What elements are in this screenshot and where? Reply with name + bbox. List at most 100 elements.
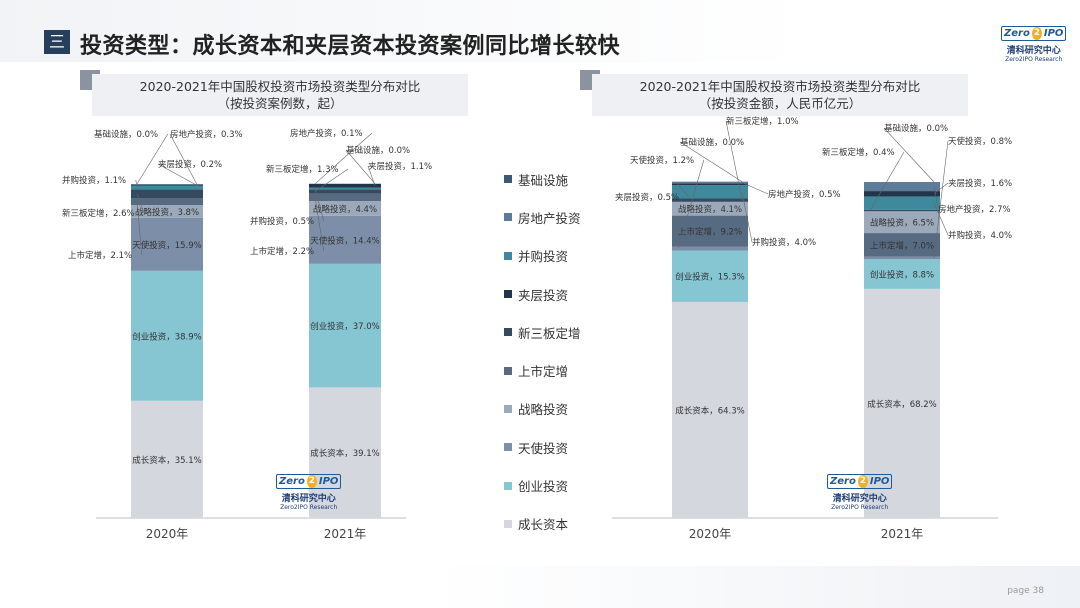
leader-line bbox=[136, 133, 169, 185]
data-label: 并购投资，4.0% bbox=[752, 237, 816, 248]
leader-line bbox=[933, 140, 949, 258]
bar-segment bbox=[672, 215, 748, 247]
legend-swatch bbox=[504, 290, 512, 299]
footer-band bbox=[0, 566, 1080, 608]
data-label: 房地产投资，0.1% bbox=[290, 128, 363, 139]
leader-line bbox=[741, 191, 753, 243]
leader-line bbox=[345, 149, 376, 184]
bar-segment bbox=[672, 250, 748, 302]
legend-label: 天使投资 bbox=[518, 440, 569, 456]
data-label: 上市定增，2.1% bbox=[68, 250, 132, 261]
chart1-title: 2020-2021年中国股权投资市场投资类型分布对比 （按投资案例数，起） bbox=[139, 79, 421, 111]
legend-swatch bbox=[504, 366, 512, 375]
bar-segment bbox=[864, 259, 940, 289]
leader-line bbox=[741, 182, 769, 195]
leader-line bbox=[933, 203, 949, 236]
data-label: 创业投资，37.0% bbox=[310, 321, 380, 332]
legend-item: 创业投资 bbox=[504, 466, 581, 504]
data-label: 创业投资，15.3% bbox=[675, 272, 745, 283]
legend-label: 战略投资 bbox=[518, 402, 569, 418]
legend-swatch bbox=[504, 175, 512, 184]
legend-label: 房地产投资 bbox=[518, 210, 581, 226]
legend-swatch bbox=[504, 213, 512, 222]
legend-label: 创业投资 bbox=[518, 479, 569, 495]
legend-label: 并购投资 bbox=[518, 249, 569, 265]
bar-segment bbox=[131, 185, 203, 186]
data-label: 新三板定增，0.4% bbox=[822, 147, 895, 158]
leader-line bbox=[869, 151, 905, 211]
leader-line bbox=[883, 127, 935, 183]
legend-item: 战略投资 bbox=[504, 390, 581, 428]
leader-line bbox=[367, 165, 376, 186]
chart-legend: 基础设施房地产投资并购投资夹层投资新三板定增 上市定增战略投资天使投资创业投资成长… bbox=[504, 160, 581, 543]
bar-segment bbox=[309, 201, 381, 216]
data-label: 夹层投资，0.2% bbox=[158, 159, 222, 170]
data-label: 并购投资，4.0% bbox=[948, 230, 1012, 241]
bar-segment bbox=[131, 184, 203, 186]
data-label: 房地产投资，2.7% bbox=[938, 204, 1011, 215]
page-number: page 38 bbox=[1007, 586, 1044, 596]
leader-line bbox=[933, 182, 949, 194]
leader-line bbox=[157, 163, 198, 186]
bar-segment bbox=[672, 185, 748, 199]
legend-item: 上市定增 bbox=[504, 351, 581, 389]
chart-2: 成长资本，64.3% 创业投资，15.3% 上市定增，9.2% 战略投资，4.1% 20… bbox=[612, 116, 1012, 541]
legend-swatch bbox=[504, 328, 512, 337]
menu-icon[interactable]: 三 bbox=[44, 30, 70, 54]
data-label: 并购投资，1.1% bbox=[62, 175, 126, 186]
bar-segment bbox=[864, 191, 940, 197]
bar-segment bbox=[864, 256, 940, 260]
data-label: 战略投资，6.5% bbox=[870, 218, 934, 229]
legend-label: 基础设施 bbox=[518, 172, 569, 188]
data-label: 天使投资，15.9% bbox=[132, 240, 202, 251]
data-label: 创业投资，38.9% bbox=[132, 331, 202, 342]
leader-line bbox=[314, 197, 325, 252]
chart-1: 成长资本，35.1% 创业投资，38.9% 天使投资，15.9% 战略投资，3.8% 2… bbox=[62, 128, 432, 541]
data-label: 成长资本，35.1% bbox=[132, 455, 202, 466]
data-label: 新三板定增，1.0% bbox=[726, 116, 799, 127]
data-label: 房地产投资，0.3% bbox=[170, 129, 243, 140]
zero2ipo-logo: Zero 2 IPO 清科研究中心 Zero2IPO Research bbox=[1001, 26, 1067, 63]
bar-segment bbox=[672, 183, 748, 186]
data-label: 新三板定增，1.3% bbox=[266, 164, 339, 175]
bar-segment bbox=[309, 187, 381, 190]
data-label: 天使投资，1.2% bbox=[630, 155, 694, 166]
bar-segment bbox=[131, 217, 203, 271]
page-title: 投资类型：成长资本和夹层资本投资案例同比增长较快 bbox=[80, 34, 621, 59]
bar-segment bbox=[864, 209, 940, 212]
data-label: 战略投资，3.8% bbox=[135, 207, 199, 218]
leader-line bbox=[725, 120, 743, 201]
data-label: 夹层投资，1.1% bbox=[368, 161, 432, 172]
bar-segment bbox=[672, 301, 748, 518]
legend-item: 新三板定增 bbox=[504, 313, 581, 351]
legend-item: 成长资本 bbox=[504, 505, 581, 543]
legend-item: 夹层投资 bbox=[504, 275, 581, 313]
bar-segment bbox=[131, 185, 203, 190]
chart1-header bbox=[92, 74, 468, 116]
data-label: 上市定增，7.0% bbox=[870, 240, 934, 251]
data-label: 战略投资，4.1% bbox=[678, 204, 742, 215]
legend-swatch bbox=[504, 404, 512, 413]
data-label: 房地产投资，0.5% bbox=[768, 189, 841, 200]
data-label: 基础设施，0.0% bbox=[884, 123, 948, 134]
data-label: 夹层投资，0.5% bbox=[615, 192, 679, 203]
data-label: 上市定增，2.2% bbox=[250, 246, 314, 257]
bar-segment bbox=[672, 201, 748, 216]
data-label: 并购投资，0.5% bbox=[250, 216, 314, 227]
legend-swatch bbox=[504, 519, 512, 528]
legend-label: 夹层投资 bbox=[518, 287, 569, 303]
bar-segment bbox=[864, 211, 940, 234]
data-label: 成长资本，64.3% bbox=[675, 405, 745, 416]
bar-segment bbox=[309, 193, 381, 202]
leader-line bbox=[314, 132, 373, 185]
data-label: 上市定增，9.2% bbox=[678, 227, 742, 238]
bar-segment bbox=[309, 184, 381, 188]
data-label: 新三板定增，2.6% bbox=[62, 208, 135, 219]
bar-segment bbox=[864, 182, 940, 192]
legend-item: 房地产投资 bbox=[504, 198, 581, 236]
bar-segment bbox=[864, 196, 940, 210]
legend-swatch bbox=[504, 251, 512, 260]
category-label: 2020年 bbox=[689, 527, 732, 541]
watermark-logo-1: Zero 2 IPO 清科研究中心 Zero2IPO Research bbox=[276, 474, 342, 511]
leader-line bbox=[677, 183, 690, 198]
